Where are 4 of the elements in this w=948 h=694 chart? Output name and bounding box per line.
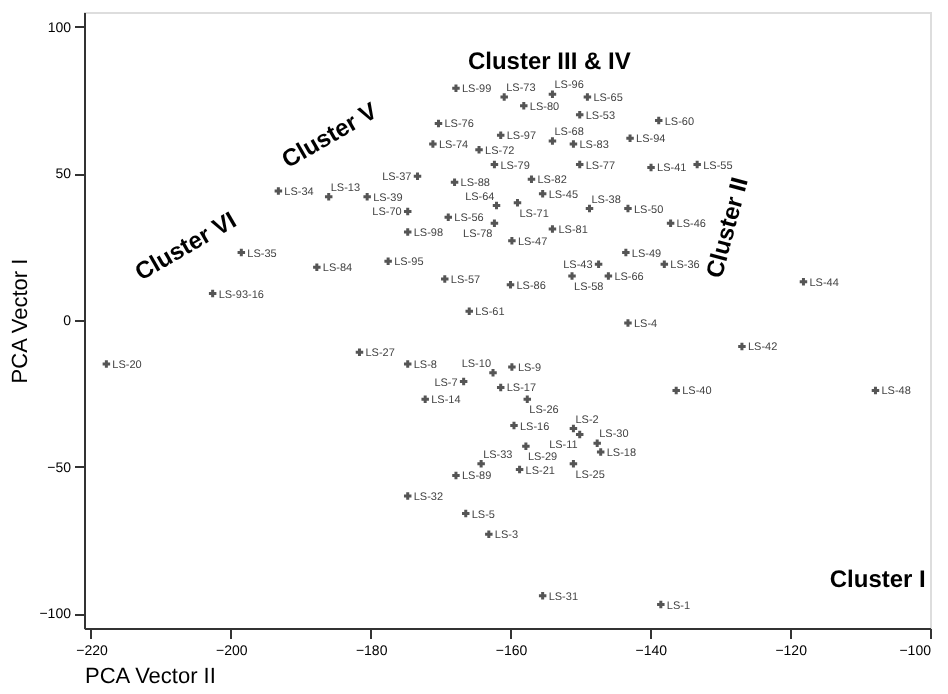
x-axis-title: PCA Vector II [85,665,216,689]
annotation: Cluster III & IV [467,47,631,76]
y-axis-title: PCA Vector I [9,258,34,384]
annotation: Cluster I [829,564,926,593]
